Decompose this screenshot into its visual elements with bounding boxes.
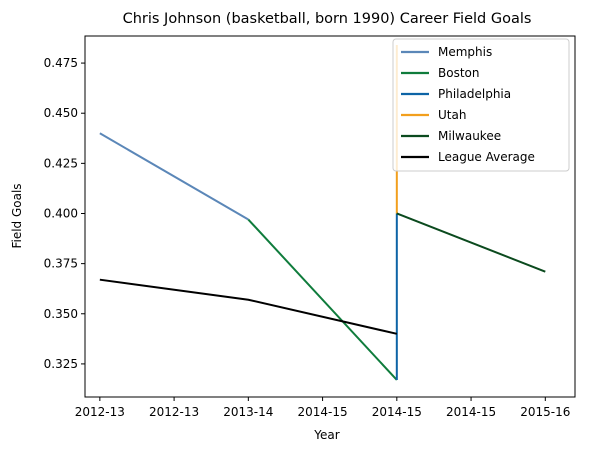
series-line-5	[99, 278, 398, 335]
legend-label-3: Utah	[438, 108, 466, 122]
x-tick-label-6: 2015-16	[520, 405, 570, 419]
y-tick-label-0: 0.325	[44, 357, 78, 371]
legend-label-5: League Average	[438, 150, 535, 164]
series-layer	[99, 45, 546, 381]
legend-label-4: Milwaukee	[438, 129, 501, 143]
legend: Memphis Boston Philadelphia Utah Milwaukee Le…	[392, 38, 570, 172]
x-axis-title: Year	[313, 428, 339, 442]
y-tick-label-5: 0.450	[44, 106, 78, 120]
y-tick-label-1: 0.350	[44, 307, 78, 321]
y-axis-title: Field Goals	[10, 183, 24, 248]
x-tick-label-3: 2014-15	[298, 405, 348, 419]
y-tick-label-3: 0.400	[44, 206, 78, 220]
plot-frame	[84, 35, 576, 398]
x-tick-label-1: 2012-13	[149, 405, 199, 419]
y-tick-label-6: 0.475	[44, 56, 78, 70]
series-line-1	[247, 218, 398, 381]
y-tick-label-4: 0.425	[44, 156, 78, 170]
legend-label-1: Boston	[438, 66, 479, 80]
y-tick-label-2: 0.375	[44, 257, 78, 271]
x-tick-label-4: 2014-15	[372, 405, 422, 419]
x-tick-label-2: 2013-14	[223, 405, 273, 419]
chart-title: Chris Johnson (basketball, born 1990) Ca…	[123, 11, 532, 27]
legend-label-0: Memphis	[438, 45, 492, 59]
x-tick-label-0: 2012-13	[75, 405, 125, 419]
x-axis: 2012-13 2012-13 2013-14 2014-15 2014-15 2014-…	[75, 397, 570, 419]
series-line-0	[99, 132, 249, 221]
x-tick-label-5: 2014-15	[446, 405, 496, 419]
y-axis: 0.325 0.350 0.375 0.400 0.425 0.450 0.475	[44, 56, 85, 371]
series-line-4	[396, 212, 546, 273]
legend-label-2: Philadelphia	[438, 87, 511, 101]
legend-box	[392, 38, 570, 172]
